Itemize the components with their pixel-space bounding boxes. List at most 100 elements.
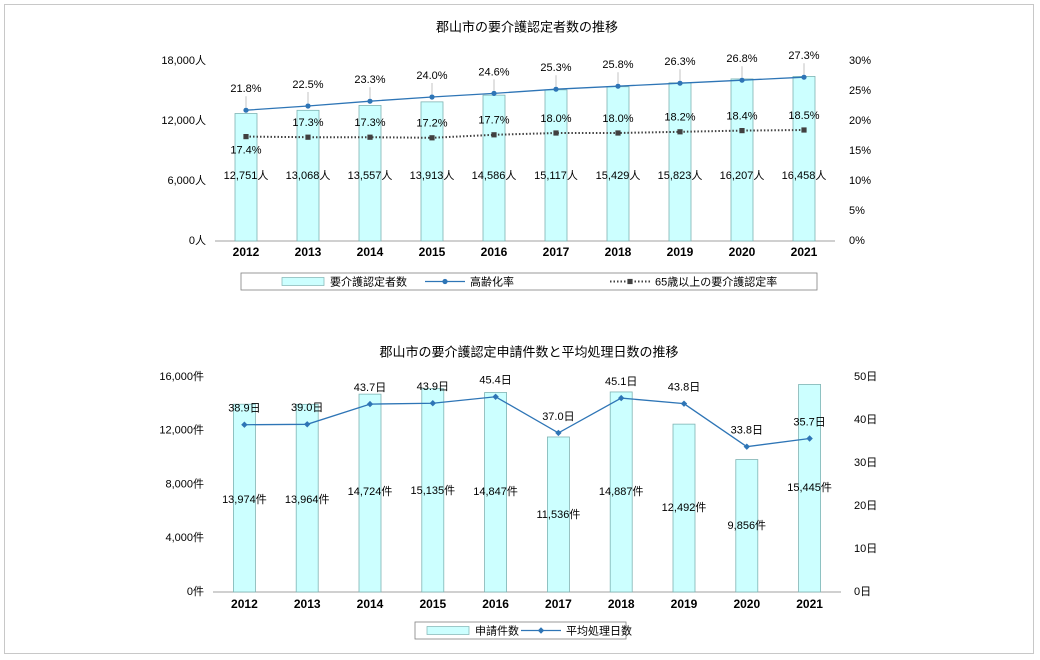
chart2-bar [609, 391, 633, 593]
chart2-title: 郡山市の要介護認定申請件数と平均処理日数の推移 [379, 344, 678, 359]
chart1-y-left-tick: 6,000人 [167, 174, 206, 187]
chart1-category-label: 2014 [357, 245, 384, 259]
chart2-bar [358, 393, 382, 593]
chart1-category-label: 2016 [481, 245, 508, 259]
chart2-line-data-label: 37.0日 [542, 411, 574, 423]
chart1-bar-data-label: 15,823人 [658, 169, 703, 182]
chart1-bar [234, 113, 258, 242]
chart2-bar-data-label: 15,445件 [787, 481, 832, 494]
chart2-line-data-label: 38.9日 [228, 403, 260, 415]
chart1-bar-data-label: 14,586人 [472, 169, 517, 182]
chart2-y-left-tick: 16,000件 [159, 370, 204, 383]
chart2-series-line [244, 396, 810, 448]
chart1-line-data-label: 25.3% [540, 62, 571, 74]
chart1-point-marker [801, 74, 807, 80]
chart1-point-marker [305, 134, 311, 140]
chart2-bar [735, 459, 759, 593]
chart1-point-marker [553, 130, 559, 136]
chart2-y-right-tick: 0日 [854, 586, 871, 598]
chart2-category-label: 2017 [545, 597, 572, 611]
chart1-bar-data-label: 16,207人 [720, 169, 765, 182]
chart1-point-marker [739, 128, 745, 134]
chart1-point-marker [243, 134, 249, 140]
chart2-line-data-label: 45.4日 [479, 375, 511, 387]
chart1-legend-swatch-bar [281, 277, 325, 286]
chart2-bar-data-label: 13,974件 [222, 493, 267, 506]
chart2-bar-data-label: 13,964件 [285, 493, 330, 506]
chart2-line-data-label: 33.8日 [731, 425, 763, 437]
chart2-line-data-label: 43.8日 [668, 382, 700, 394]
chart1-category-label: 2012 [233, 245, 260, 259]
chart2-y-right-tick: 40日 [854, 414, 877, 426]
chart2-legend-label: 平均処理日数 [566, 624, 632, 637]
chart1-dotted-data-label: 18.4% [726, 111, 757, 123]
chart1-bar-data-label: 13,913人 [410, 169, 455, 182]
chart1-bar [296, 109, 320, 242]
chart1-bar [358, 105, 382, 242]
chart2-bar [484, 392, 508, 593]
chart1-category-label: 2020 [729, 245, 756, 259]
chart2-bar [421, 388, 445, 593]
chart1-point-marker [305, 103, 311, 109]
chart2-bar-data-label: 11,536件 [536, 508, 580, 521]
chart1-line-data-label: 23.3% [354, 74, 385, 86]
chart1-legend-label: 要介護認定者数 [330, 274, 407, 288]
chart2-category-label: 2012 [231, 597, 258, 611]
chart2-bar [547, 436, 570, 593]
chart1-legend-label: 65歳以上の要介護認定率 [655, 274, 777, 288]
chart1-line-data-label: 27.3% [788, 50, 819, 62]
chart2-line-data-label: 45.1日 [605, 376, 637, 388]
chart2-line-data-label: 43.7日 [354, 382, 386, 394]
chart1-bar-data-label: 16,458人 [782, 169, 827, 182]
chart2-point-marker [304, 421, 311, 428]
chart1-y-left-tick: 12,000人 [161, 114, 206, 127]
chart2-bar [232, 403, 256, 593]
chart1-series-line [245, 129, 805, 139]
chart1-line-data-label: 24.0% [416, 70, 447, 82]
chart1-point-marker [367, 134, 373, 140]
chart1-category-label: 2015 [419, 245, 446, 259]
chart2-bar [672, 423, 696, 593]
chart1-line-data-label: 24.6% [478, 66, 509, 78]
chart1-category-label: 2013 [295, 245, 322, 259]
chart2-y-left-tick: 12,000件 [159, 424, 204, 437]
chart2-y-left-tick: 4,000件 [165, 531, 204, 544]
chart2-bar-data-label: 14,724件 [348, 485, 393, 498]
chart1-series-line [245, 76, 805, 111]
chart2-legend-marker [537, 627, 545, 634]
chart2-bar [295, 403, 319, 593]
chart2-point-marker [492, 393, 499, 400]
chart1-point-marker [677, 129, 683, 135]
chart1-point-marker [243, 107, 249, 113]
chart1-line-data-label: 22.5% [292, 79, 323, 91]
chart2-category-label: 2019 [671, 597, 698, 611]
chart1-legend-marker [442, 278, 448, 285]
chart2-point-marker [806, 435, 813, 442]
chart1-bar [420, 101, 444, 242]
chart1-line-data-label: 26.8% [726, 53, 757, 65]
chart2-line-data-label: 39.0日 [291, 402, 323, 414]
chart1-legend-label: 高齢化率 [470, 274, 514, 288]
chart1-dotted-data-label: 17.2% [416, 118, 447, 130]
chart2-bar-data-label: 14,887件 [599, 485, 644, 498]
chart2-bar-data-label: 15,135件 [410, 484, 455, 497]
chart1-bar-data-label: 13,068人 [286, 169, 331, 182]
chart2-y-left-tick: 8,000件 [165, 477, 204, 490]
chart1-bar [668, 82, 692, 242]
chart1-title: 郡山市の要介護認定者数の推移 [436, 19, 618, 34]
chart2-y-right-tick: 10日 [854, 543, 877, 555]
chart1-y-right-tick: 0% [849, 235, 865, 247]
chart1-bar-data-label: 12,751人 [224, 169, 269, 182]
chart1-y-right-tick: 10% [849, 175, 871, 187]
chart2-point-marker [680, 400, 688, 407]
chart1-dotted-data-label: 17.7% [478, 115, 509, 127]
chart2-point-marker [618, 394, 625, 402]
chart1-point-marker [491, 90, 497, 96]
chart2-category-label: 2014 [357, 597, 384, 611]
chart1-bar-data-label: 15,117人 [534, 169, 578, 182]
chart1-y-left-tick: 0人 [189, 234, 206, 247]
chart1-point-marker [553, 86, 559, 92]
chart1-dotted-data-label: 18.0% [540, 113, 571, 125]
chart2-point-marker [366, 400, 374, 408]
